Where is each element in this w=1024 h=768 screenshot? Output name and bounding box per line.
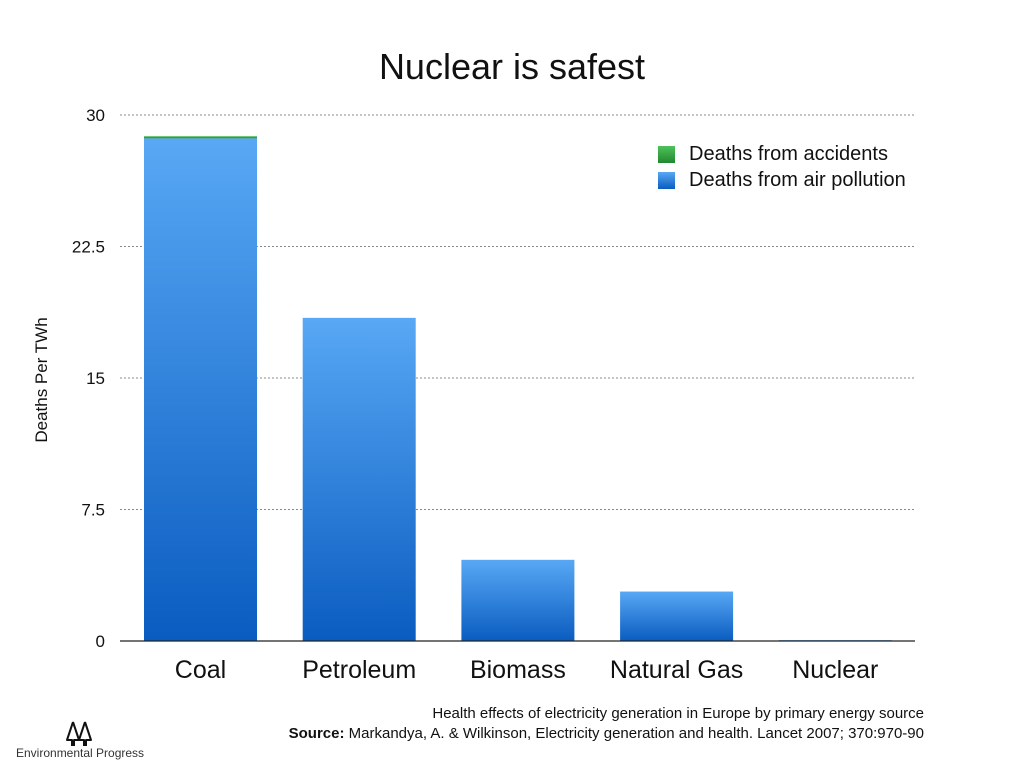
y-axis-label: Deaths Per TWh bbox=[32, 317, 51, 443]
x-tick-label: Nuclear bbox=[792, 656, 878, 684]
source-text: Markandya, A. & Wilkinson, Electricity g… bbox=[348, 725, 924, 742]
legend-item-air-pollution: Deaths from air pollution bbox=[658, 167, 906, 193]
caption-source: Source: Markandya, A. & Wilkinson, Elect… bbox=[289, 724, 924, 744]
logo-text: Environmental Progress bbox=[16, 746, 145, 760]
legend-label-accidents: Deaths from accidents bbox=[689, 142, 888, 165]
trees-icon bbox=[66, 721, 92, 746]
legend-label-air-pollution: Deaths from air pollution bbox=[689, 168, 906, 191]
legend-swatch-air-pollution bbox=[658, 171, 675, 189]
legend-item-accidents: Deaths from accidents bbox=[658, 141, 906, 167]
y-tick-label: 15 bbox=[86, 369, 105, 388]
x-tick-label: Coal bbox=[175, 656, 226, 684]
y-tick-label: 7.5 bbox=[81, 501, 105, 520]
caption-description: Health effects of electricity generation… bbox=[432, 705, 924, 722]
chart-caption: Health effects of electricity generation… bbox=[289, 704, 924, 744]
legend: Deaths from accidents Deaths from air po… bbox=[658, 141, 906, 193]
y-tick-label: 22.5 bbox=[72, 238, 105, 257]
chart-title: Nuclear is safest bbox=[378, 46, 646, 87]
x-tick-label: Petroleum bbox=[302, 656, 416, 684]
logo bbox=[14, 720, 144, 753]
bar-coal-air-pollution bbox=[144, 138, 257, 641]
y-tick-label: 0 bbox=[96, 632, 105, 651]
x-tick-label: Biomass bbox=[470, 656, 566, 684]
bar-natural-gas-air-pollution bbox=[620, 591, 734, 641]
bar-biomass-air-pollution bbox=[461, 559, 575, 641]
bar-petroleum-air-pollution bbox=[302, 317, 416, 641]
bar-coal-accidents bbox=[144, 136, 257, 139]
x-tick-label: Natural Gas bbox=[610, 656, 743, 684]
legend-swatch-accidents bbox=[658, 145, 675, 163]
y-tick-label: 30 bbox=[86, 106, 105, 125]
source-label: Source: bbox=[288, 725, 345, 742]
